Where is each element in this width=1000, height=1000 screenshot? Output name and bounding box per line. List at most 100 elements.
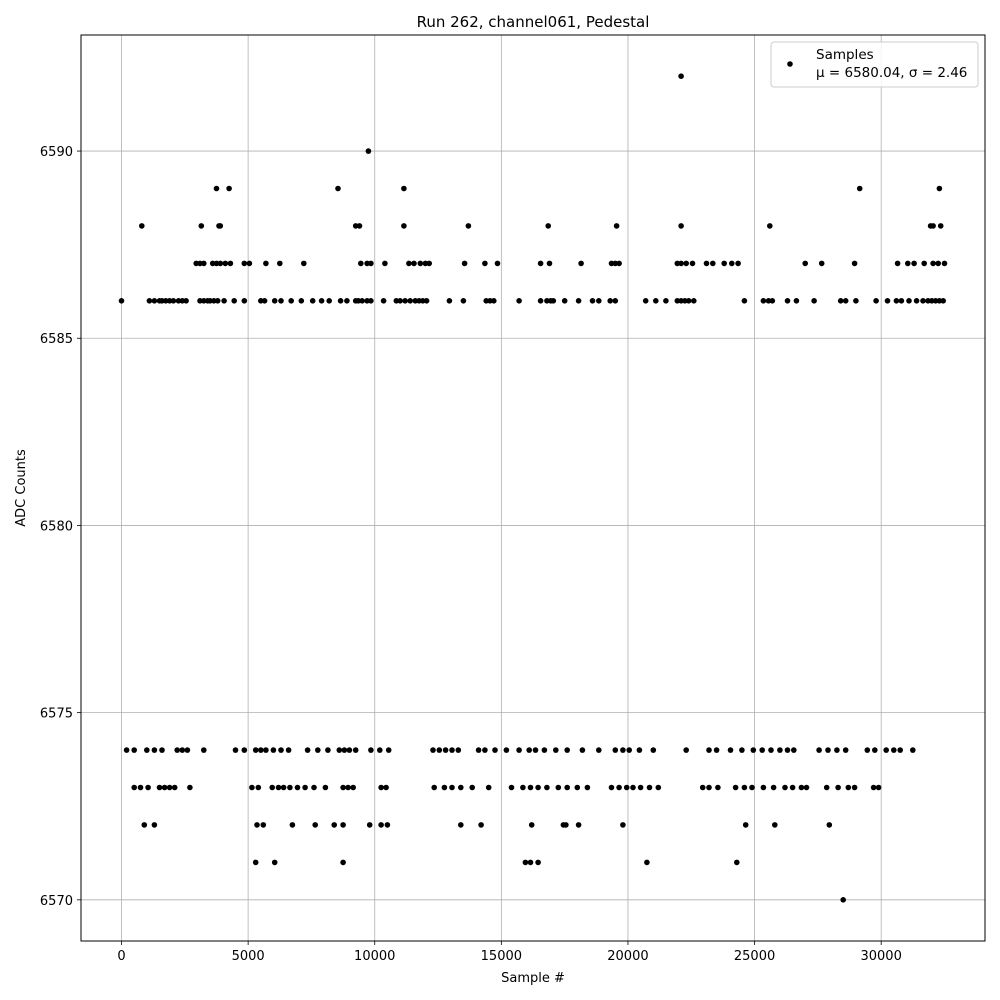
data-point [383,784,389,791]
data-point [930,223,936,229]
data-point [553,747,559,753]
data-point [423,298,430,304]
data-point [179,747,186,753]
data-point [653,298,659,304]
data-point [285,747,292,753]
data-point [845,784,852,791]
y-tick-label: 6590 [40,145,73,160]
data-point [742,822,749,828]
data-point [311,784,317,791]
data-point [875,784,882,791]
data-point [528,822,535,828]
data-point [630,784,636,791]
data-point [883,747,889,753]
data-point [271,859,278,866]
data-point [289,822,296,828]
data-point [678,260,684,267]
data-point [650,747,657,753]
data-point [564,784,570,791]
data-point [344,298,350,304]
data-point [478,822,484,828]
data-point [864,747,871,753]
data-point [254,822,260,828]
data-point [840,897,846,903]
data-point [616,260,622,267]
data-point [564,747,570,753]
data-point [345,784,351,791]
data-point [689,260,696,267]
data-point [937,223,944,229]
data-point [315,747,321,753]
data-point [729,260,735,267]
data-point [522,859,529,866]
data-point [288,298,295,304]
data-point [936,185,943,192]
data-point [441,784,448,791]
data-point [784,747,791,753]
data-point [526,747,532,753]
legend-box [770,41,979,88]
data-point [350,784,357,791]
data-point [842,747,849,753]
data-point [301,260,307,267]
data-point [278,298,284,304]
data-point [241,747,248,753]
data-point [741,784,748,791]
data-point [485,784,492,791]
data-point [492,747,498,753]
data-point [706,747,712,753]
data-point [252,747,259,753]
data-point [458,822,464,828]
data-point [623,784,630,791]
data-point [280,784,287,791]
data-point [446,298,453,304]
data-point [575,822,582,828]
data-point [683,747,689,753]
data-point [853,298,859,304]
data-point [584,784,591,791]
data-point [735,260,741,267]
data-point [589,298,596,304]
data-point [772,822,778,828]
data-point [749,784,755,791]
data-point [131,747,137,753]
data-point [545,223,551,229]
y-tick-label: 6575 [40,707,73,722]
plot-frame [80,34,986,942]
x-tick-label: 30000 [860,949,901,964]
data-point [759,747,765,753]
data-point [249,784,255,791]
data-point [713,747,720,753]
data-point [930,260,936,267]
data-point [898,298,905,304]
data-point [941,260,948,267]
data-point [851,260,858,267]
data-point [340,822,346,828]
data-point [449,747,455,753]
data-point [449,784,455,791]
data-point [174,747,180,753]
data-point [201,260,207,267]
data-point [141,822,148,828]
data-point [401,223,407,229]
data-point [294,784,301,791]
data-point [426,260,433,267]
data-point [458,784,464,791]
data-point [241,298,248,304]
data-point [741,298,748,304]
data-point [940,298,946,304]
data-point [139,223,145,229]
data-point [646,784,653,791]
x-axis-title: Sample # [501,971,565,986]
data-point [893,298,900,304]
data-point [187,784,193,791]
data-point [699,784,706,791]
data-point [555,784,562,791]
data-point [579,747,586,753]
data-point [337,298,344,304]
data-point [767,223,773,229]
data-point [322,784,329,791]
data-point [201,747,207,753]
data-point [275,784,282,791]
